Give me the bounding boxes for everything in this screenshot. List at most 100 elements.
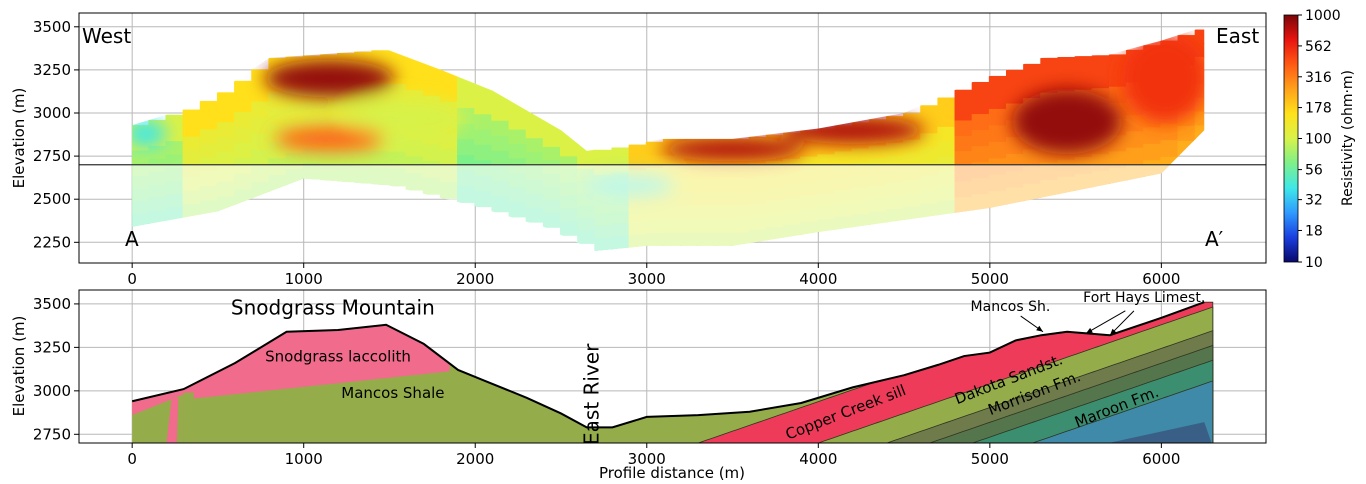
model-cell	[971, 81, 991, 99]
callout-arrowhead	[1109, 328, 1117, 336]
model-cell	[1057, 56, 1077, 76]
unit-mancos-inlier	[183, 392, 194, 443]
model-cell	[337, 149, 357, 167]
model-cell	[645, 141, 665, 156]
model-cell	[834, 151, 854, 166]
label-west: West	[82, 24, 131, 48]
model-cell	[508, 114, 528, 131]
model-cell	[216, 122, 237, 138]
bottom-y-axis-label: Elevation (m)	[10, 316, 28, 417]
model-cell	[542, 146, 563, 162]
model-cell	[199, 143, 219, 159]
model-cell	[405, 73, 425, 92]
x-tick-label: 5000	[971, 270, 1009, 288]
model-cell	[251, 149, 271, 167]
model-cell	[388, 134, 408, 153]
model-cell	[371, 50, 391, 69]
bottom-plot-frame	[78, 289, 1267, 444]
model-cell	[251, 101, 271, 119]
model-cell	[182, 136, 202, 152]
model-cell	[199, 129, 219, 145]
model-cell	[971, 130, 991, 148]
model-cell	[234, 80, 254, 98]
top-plot-frame	[78, 12, 1267, 264]
model-cell	[302, 147, 322, 165]
model-cell	[474, 129, 494, 146]
y-tick-label: 3500	[33, 295, 71, 313]
callout-arrowhead	[1085, 327, 1093, 334]
annotation-mancos-sh: Mancos Sh.	[971, 299, 1051, 315]
model-cell	[1040, 75, 1060, 94]
model-cell	[611, 147, 631, 162]
annotation-mancos-shale: Mancos Shale	[341, 384, 444, 402]
anomaly	[264, 59, 395, 98]
model-cell	[1194, 43, 1205, 58]
x-tick-label: 1000	[285, 450, 323, 468]
colorbar-tick-label: 18	[1305, 223, 1323, 239]
model-cell	[457, 139, 477, 157]
model-cell	[542, 133, 563, 148]
model-cell	[216, 92, 237, 109]
anomaly	[346, 99, 467, 138]
colorbar-tick-label: 32	[1305, 193, 1323, 209]
x-tick-label: 4000	[799, 450, 837, 468]
anomaly	[1012, 88, 1122, 155]
bottom-x-axis-label: Profile distance (m)	[599, 464, 745, 482]
y-tick-label: 2250	[33, 233, 71, 251]
anomaly	[274, 126, 385, 151]
model-cell	[1177, 125, 1197, 142]
unit-laccolith-dike	[166, 397, 179, 443]
model-cell	[491, 135, 511, 152]
x-tick-label: 3000	[628, 270, 666, 288]
top-y-ticks: 2250 2500 2750 3000 3250 3500	[33, 18, 79, 251]
model-cell	[920, 119, 940, 135]
model-cell	[937, 126, 957, 143]
model-cell	[491, 105, 511, 122]
model-cell	[199, 100, 219, 117]
anomaly	[1121, 33, 1205, 124]
model-cell	[474, 98, 494, 116]
model-cell	[132, 150, 151, 165]
y-tick-label: 2750	[33, 425, 71, 443]
model-cell	[1194, 29, 1205, 45]
model-cell	[1143, 143, 1163, 162]
model-cell	[268, 108, 288, 126]
callout-arrow	[1085, 310, 1126, 334]
model-cell	[285, 104, 305, 122]
model-cell	[525, 124, 545, 140]
model-cell	[1160, 140, 1180, 158]
model-cell	[234, 111, 254, 129]
model-cell	[234, 142, 254, 160]
topographic-surface	[131, 301, 1205, 429]
model-cell	[319, 101, 340, 119]
model-cell	[954, 120, 974, 137]
model-cell	[319, 148, 340, 166]
colorbar-tick-label: 562	[1305, 39, 1332, 55]
model-cell	[1040, 57, 1060, 77]
model-cell	[354, 149, 374, 168]
model-cell	[1143, 127, 1163, 145]
unit-maroon-fm	[1032, 380, 1214, 443]
y-tick-label: 3250	[33, 338, 71, 356]
model-cell	[988, 125, 1008, 143]
model-cell	[182, 109, 202, 125]
model-cell	[937, 112, 957, 128]
model-cell	[920, 105, 940, 121]
model-cell	[971, 98, 991, 116]
model-cell	[594, 149, 614, 164]
model-cell	[971, 146, 991, 164]
model-cell	[1194, 125, 1205, 140]
model-cell	[1194, 111, 1205, 127]
x-tick-label: 3000	[628, 450, 666, 468]
model-cell	[1126, 147, 1146, 165]
model-cell	[851, 148, 871, 163]
model-cell	[1005, 86, 1026, 105]
colorbar-tick-label: 178	[1305, 101, 1332, 117]
model-cell	[439, 149, 460, 167]
model-cell	[457, 92, 477, 110]
x-tick-label: 6000	[1142, 270, 1180, 288]
resistivity-panel: 0 1000 2000 3000 4000 5000 6000 2250 2500 2750 30…	[10, 12, 1267, 288]
model-cell	[474, 114, 494, 131]
x-tick-label: 2000	[456, 450, 494, 468]
